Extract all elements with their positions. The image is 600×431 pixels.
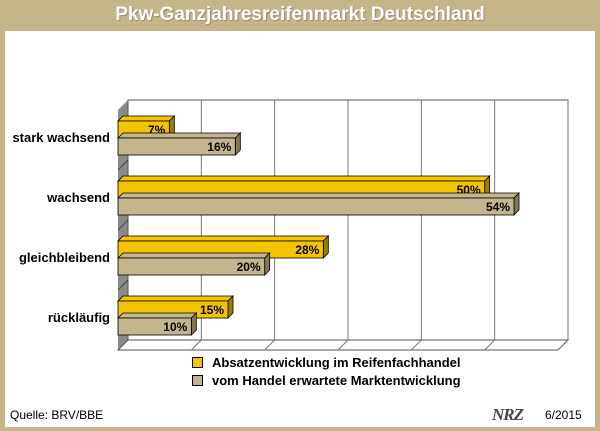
- category-separator: [117, 159, 129, 171]
- gridline-floor: [264, 339, 276, 351]
- category-separator: [117, 279, 129, 291]
- bar-top: [117, 132, 242, 139]
- legend-item-series-2: vom Handel erwartete Marktentwicklung: [192, 371, 461, 389]
- gridline-floor: [557, 339, 569, 351]
- data-label: 15%: [200, 303, 224, 317]
- legend-label-series-1: Absatzentwicklung im Reifenfachhandel: [212, 354, 461, 370]
- legend-item-series-1: Absatzentwicklung im Reifenfachhandel: [192, 353, 461, 371]
- gridline-floor: [190, 339, 202, 351]
- bar: [117, 197, 515, 216]
- category-label: stark wachsend: [12, 130, 110, 145]
- data-label: 54%: [486, 200, 510, 214]
- bar-top: [117, 175, 491, 182]
- data-label: 16%: [207, 140, 231, 154]
- legend-label-series-2: vom Handel erwartete Marktentwicklung: [212, 372, 461, 388]
- bar-top: [117, 115, 176, 122]
- gridline-floor: [410, 339, 422, 351]
- legend-swatch-series-1: [192, 356, 203, 368]
- data-label: 10%: [163, 320, 187, 334]
- bar: [117, 317, 192, 336]
- category-label: wachsend: [46, 190, 110, 205]
- legend: Absatzentwicklung im Reifenfachhandel vo…: [192, 353, 461, 389]
- data-label: 28%: [295, 243, 319, 257]
- publication-date: 6/2015: [545, 408, 582, 422]
- bar-top: [117, 235, 330, 242]
- category-label: gleichbleibend: [19, 250, 110, 265]
- category-label: rückläufig: [48, 310, 110, 325]
- legend-swatch-series-2: [192, 374, 203, 386]
- bar-top: [117, 295, 234, 302]
- gridline-floor: [484, 339, 496, 351]
- source-note: Quelle: BRV/BBE: [10, 408, 104, 422]
- nrz-logo: NRZ: [492, 405, 524, 424]
- gridline-floor: [337, 339, 349, 351]
- bar-top: [117, 252, 271, 259]
- chart-title: Pkw-Ganzjahresreifenmarkt Deutschland: [115, 4, 485, 25]
- bar: [117, 257, 266, 276]
- category-separator: [117, 219, 129, 231]
- bar-top: [117, 192, 520, 199]
- bar: [117, 137, 236, 156]
- data-label: 20%: [237, 260, 261, 274]
- bar-top: [117, 312, 198, 319]
